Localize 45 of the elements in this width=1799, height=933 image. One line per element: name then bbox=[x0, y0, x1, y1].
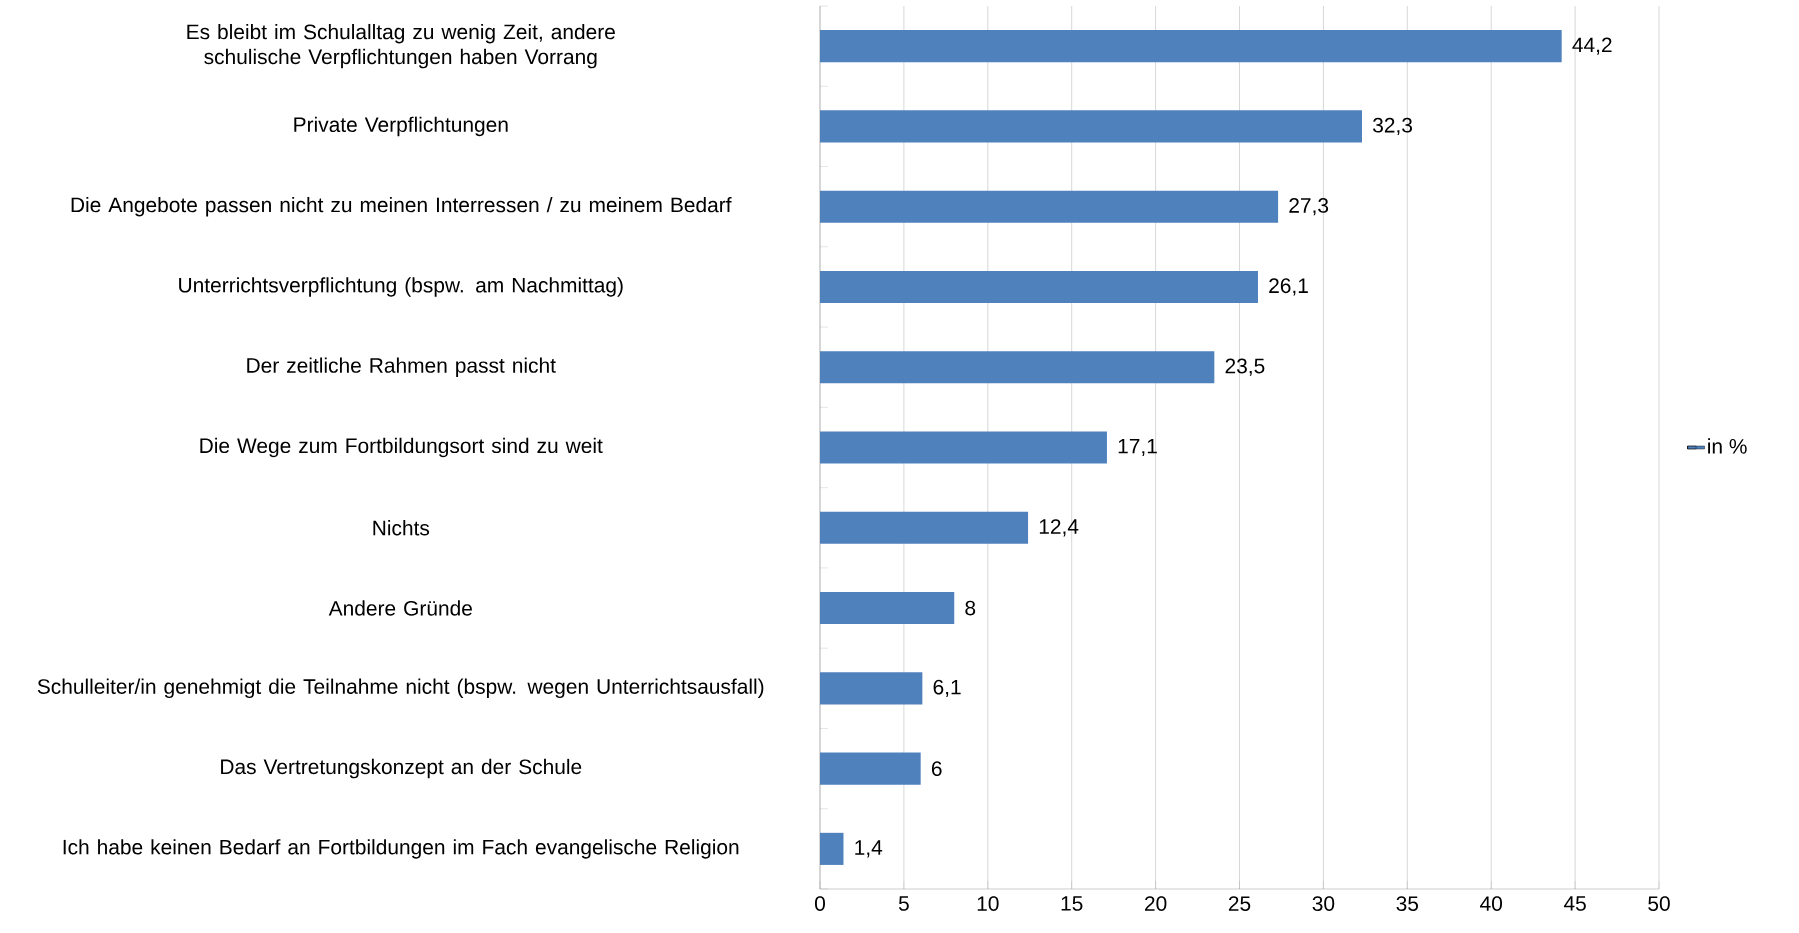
y-tick-label: Schulleiter/in genehmigt die Teilnahme nicht (bspw. wegen Unterrichtsausfall) bbox=[37, 678, 764, 699]
data-label: 6 bbox=[931, 761, 942, 777]
legend-label: in % bbox=[1708, 438, 1747, 454]
bar bbox=[820, 30, 1562, 63]
y-tick-label: Private Verpflichtungen bbox=[294, 116, 508, 137]
bar bbox=[820, 752, 921, 785]
bar bbox=[820, 832, 844, 865]
x-tick-label: 20 bbox=[1145, 896, 1167, 911]
bar bbox=[820, 431, 1107, 464]
x-tick-label: 25 bbox=[1228, 896, 1251, 911]
x-tick-label: 45 bbox=[1563, 896, 1586, 911]
y-tick-label: Der zeitliche Rahmen passt nicht bbox=[247, 357, 556, 377]
data-label: 12,4 bbox=[1039, 519, 1079, 537]
data-label: 23,5 bbox=[1225, 358, 1265, 376]
y-tick-label: Unterrichtsverpflichtung (bspw. am Nachmittag) bbox=[179, 277, 623, 297]
data-label: 32,3 bbox=[1372, 117, 1412, 136]
data-label: 6,1 bbox=[933, 679, 961, 697]
x-tick-label: 10 bbox=[977, 896, 999, 911]
bar bbox=[820, 592, 955, 625]
y-tick-label: Das Vertretungskonzept an der Schule bbox=[221, 758, 582, 779]
y-tick-label: Andere Gründe bbox=[328, 600, 472, 616]
data-label: 8 bbox=[965, 600, 976, 616]
data-label: 26,1 bbox=[1269, 278, 1308, 296]
x-tick-label: 35 bbox=[1396, 896, 1419, 911]
y-tick-label: Nichts bbox=[373, 520, 430, 536]
x-tick-label: 30 bbox=[1312, 896, 1335, 911]
x-tick-label: 5 bbox=[898, 896, 909, 911]
x-tick-label: 50 bbox=[1648, 896, 1670, 911]
bar bbox=[820, 511, 1029, 544]
data-label: 17,1 bbox=[1118, 438, 1157, 457]
data-label: 27,3 bbox=[1289, 198, 1329, 216]
x-tick-label: 0 bbox=[814, 896, 825, 911]
data-label: 1,4 bbox=[855, 840, 883, 858]
bar bbox=[820, 351, 1215, 384]
y-tick-label: Die Angebote passen nicht zu meinen Interressen / zu meinem Bedarf bbox=[71, 196, 732, 217]
y-tick-label: Ich habe keinen Bedarf an Fortbildungen im Fach evangelische Religion bbox=[63, 839, 739, 859]
bar bbox=[820, 270, 1258, 304]
y-tick-label: Die Wege zum Fortbildungsort sind zu weit bbox=[200, 437, 603, 458]
y-tick-label: Es bleibt im Schulalltag zu wenig Zeit, andere schulische Verpflichtungen haben Vorrang bbox=[187, 23, 615, 69]
x-tick-label: 40 bbox=[1480, 896, 1503, 911]
bar bbox=[820, 190, 1279, 223]
bar bbox=[820, 110, 1362, 143]
data-label: 44,2 bbox=[1572, 37, 1612, 55]
bar bbox=[820, 672, 923, 705]
x-tick-label: 15 bbox=[1061, 896, 1083, 911]
